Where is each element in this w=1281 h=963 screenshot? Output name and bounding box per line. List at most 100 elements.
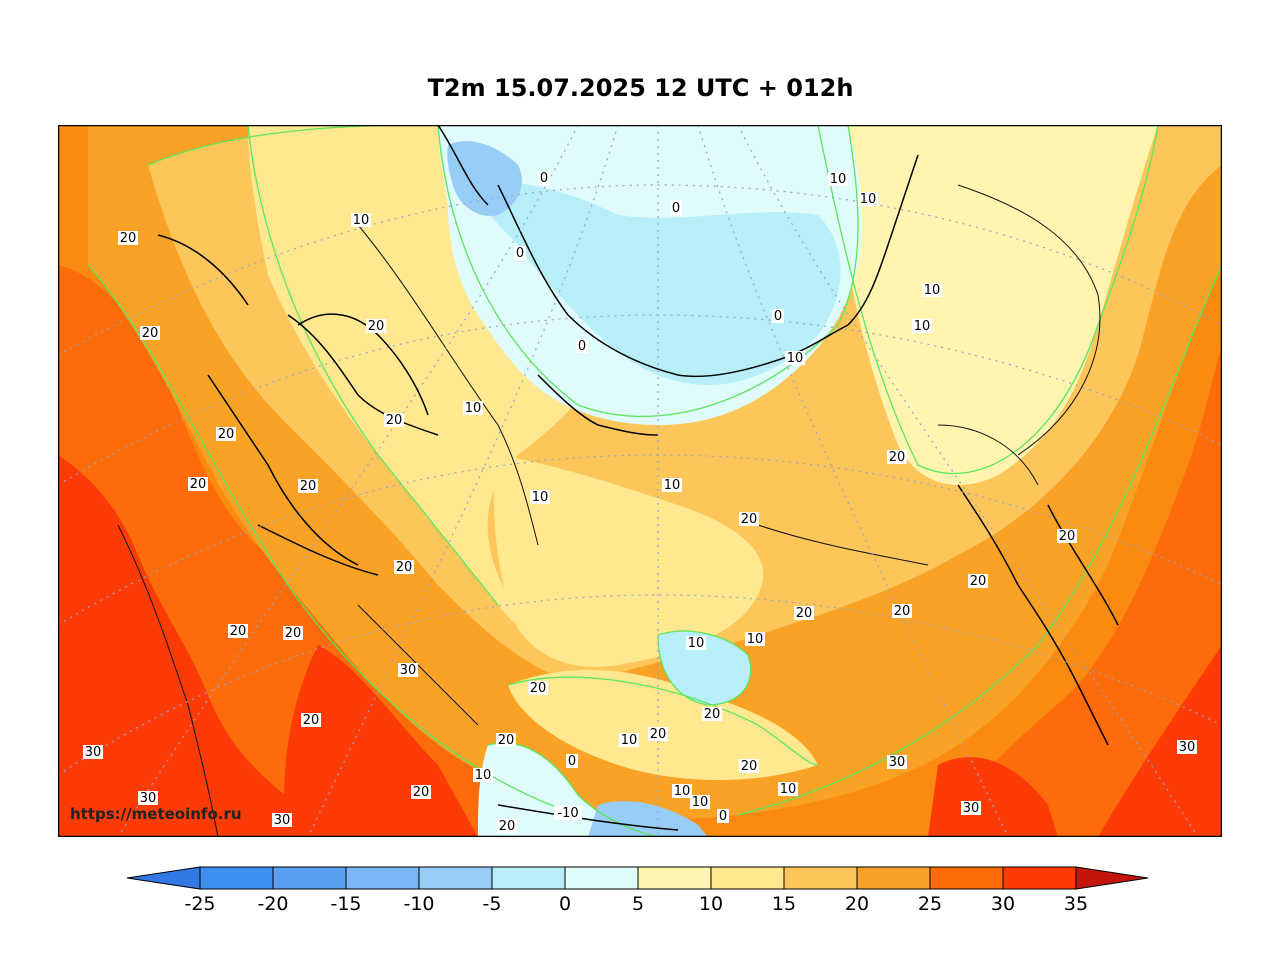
svg-text:30: 30 (889, 755, 906, 770)
colorbar-tick-label: -10 (403, 893, 434, 915)
colorbar-swatch (637, 866, 712, 890)
svg-text:20: 20 (303, 713, 320, 728)
colorbar-tick-label: 25 (918, 893, 942, 915)
svg-text:10: 10 (532, 490, 549, 505)
contour-label: 20 (216, 427, 236, 442)
coastlines (157, 125, 1119, 831)
svg-text:10: 10 (914, 319, 931, 334)
contour-label: 30 (961, 801, 981, 816)
contour-label: 30 (138, 791, 158, 806)
contour-label: 10 (463, 401, 483, 416)
arctic-ice (478, 182, 841, 385)
svg-text:10: 10 (621, 733, 638, 748)
contour-label: 20 (118, 231, 138, 246)
contour-label: 20 (702, 707, 722, 722)
contour-label: 10 (745, 632, 765, 647)
colorbar-tick-label: 15 (772, 893, 796, 915)
cold-mountains-central (658, 631, 751, 705)
colorbar-swatch (345, 866, 420, 890)
map-title: T2m 15.07.2025 12 UTC + 012h (427, 74, 854, 102)
land-cool-east (818, 125, 1158, 485)
svg-text:20: 20 (190, 477, 207, 492)
svg-text:30: 30 (85, 745, 102, 760)
svg-text:10: 10 (780, 782, 797, 797)
contour-label: 20 (648, 727, 668, 742)
svg-text:0: 0 (672, 201, 680, 216)
contour-label: 20 (366, 319, 386, 334)
contour-label: 20 (228, 624, 248, 639)
svg-text:0: 0 (774, 309, 782, 324)
contour-label: 0 (670, 201, 682, 216)
contour-label: 10 (672, 784, 692, 799)
contour-label: 10 (619, 733, 639, 748)
hot-region-se2 (928, 757, 1058, 837)
svg-text:10: 10 (830, 172, 847, 187)
svg-text:20: 20 (120, 231, 137, 246)
svg-text:20: 20 (704, 707, 721, 722)
svg-text:20: 20 (1059, 529, 1076, 544)
contour-label: 20 (188, 477, 208, 492)
svg-text:20: 20 (386, 413, 403, 428)
svg-text:20: 20 (300, 479, 317, 494)
svg-text:-10: -10 (557, 806, 578, 821)
very-hot-region-se (1098, 645, 1222, 837)
colorbar: -25 -20 -15 -10 -5 0 5 10 15 20 25 30 35 (126, 866, 1149, 915)
very-hot-region-sw (58, 455, 298, 837)
contour-label: 30 (83, 745, 103, 760)
contour-label: 30 (887, 755, 907, 770)
svg-text:20: 20 (413, 785, 430, 800)
svg-text:0: 0 (578, 339, 586, 354)
colorbar-tick-label: 5 (632, 893, 644, 915)
colorbar-tick-label: -20 (257, 893, 288, 915)
svg-text:20: 20 (218, 427, 235, 442)
svg-text:20: 20 (889, 450, 906, 465)
contour-label: 30 (1177, 740, 1197, 755)
contour-label: 20 (384, 413, 404, 428)
svg-text:10: 10 (860, 192, 877, 207)
svg-text:20: 20 (499, 819, 516, 834)
contour-label: 10 (473, 768, 493, 783)
contour-label: 20 (739, 512, 759, 527)
svg-text:0: 0 (540, 171, 548, 186)
colorbar-swatch (1002, 866, 1077, 890)
svg-text:20: 20 (230, 624, 247, 639)
svg-text:20: 20 (650, 727, 667, 742)
contour-label: 10 (828, 172, 848, 187)
contour-label: 10 (686, 636, 706, 651)
colorbar-under-arrow (126, 866, 201, 890)
colorbar-tick-label: -15 (330, 893, 361, 915)
svg-text:0: 0 (516, 246, 524, 261)
contour-label: 0 (514, 246, 526, 261)
colorbar-tick-label: -25 (184, 893, 215, 915)
svg-text:10: 10 (688, 636, 705, 651)
contour-label: 20 (301, 713, 321, 728)
contour-label: 10 (530, 490, 550, 505)
latlon-grid (58, 125, 1222, 837)
contour-label: 20 (892, 604, 912, 619)
contour-label: 20 (968, 574, 988, 589)
contour-label: 20 (411, 785, 431, 800)
source-watermark: https://meteoinfo.ru (70, 805, 242, 823)
svg-text:20: 20 (396, 560, 413, 575)
contour-label: 20 (140, 326, 160, 341)
colorbar-swatch (929, 866, 1004, 890)
colorbar-swatch (783, 866, 858, 890)
contour-label: 0 (538, 171, 550, 186)
svg-text:10: 10 (692, 795, 709, 810)
colorbar-tick-label: 35 (1064, 893, 1088, 915)
svg-text:10: 10 (674, 784, 691, 799)
contour-label: 20 (528, 681, 548, 696)
cold-mountains-core (588, 801, 708, 837)
colorbar-tick-label: 10 (699, 893, 723, 915)
svg-text:30: 30 (963, 801, 980, 816)
colorbar-swatch (856, 866, 931, 890)
svg-text:30: 30 (400, 663, 417, 678)
colorbar-over-arrow (1075, 866, 1149, 890)
svg-text:20: 20 (970, 574, 987, 589)
svg-text:20: 20 (498, 733, 515, 748)
contour-label: 20 (394, 560, 414, 575)
contour-label: 20 (496, 733, 516, 748)
svg-text:0: 0 (719, 809, 727, 824)
contour-label: 20 (1057, 529, 1077, 544)
